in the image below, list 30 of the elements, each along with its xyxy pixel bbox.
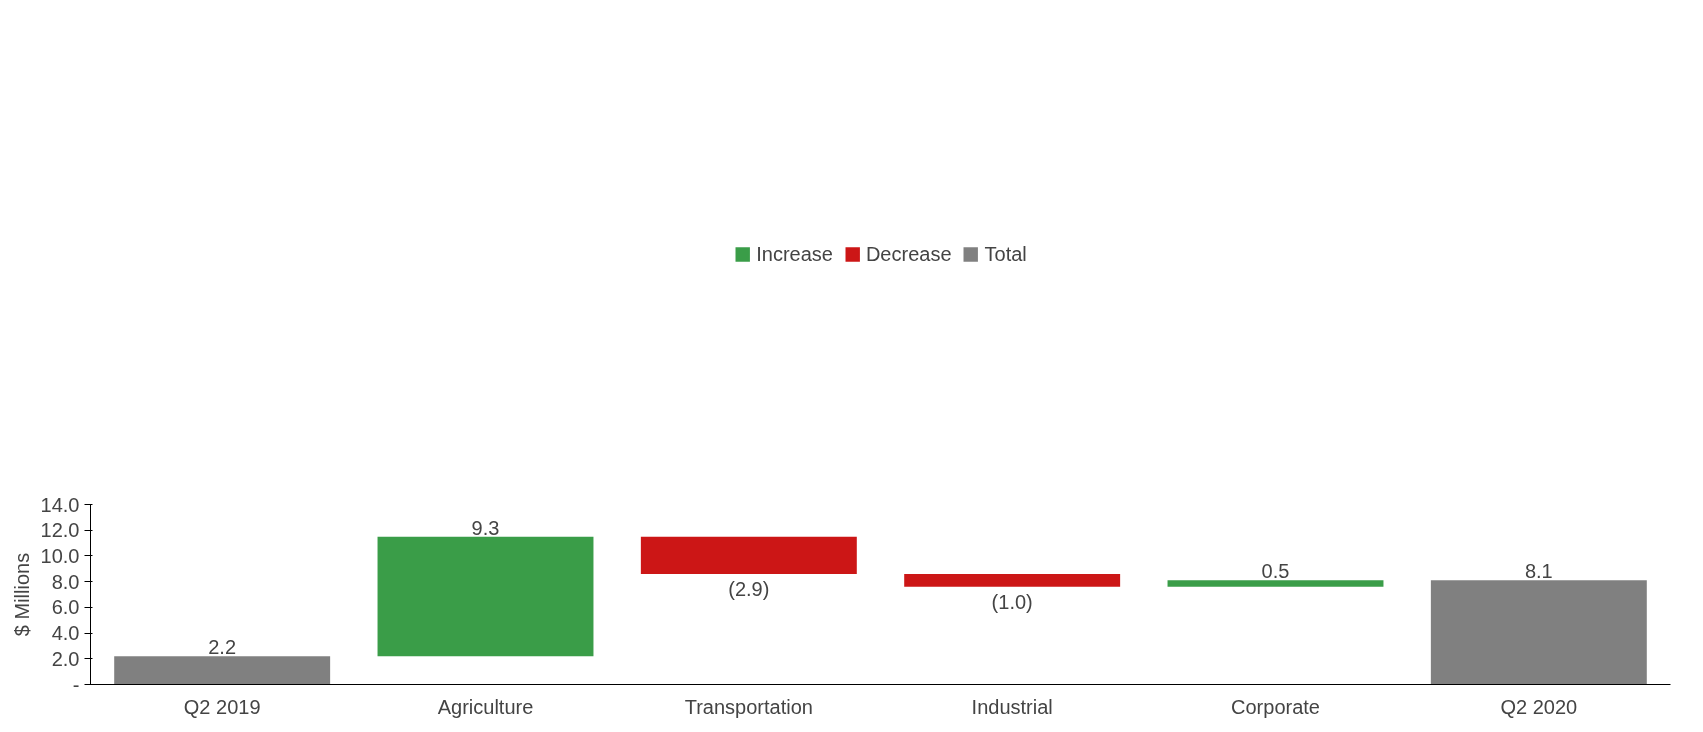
- x-tick-label: Transportation: [684, 695, 813, 718]
- data-label: 9.3: [471, 516, 500, 539]
- y-tick-label: -: [72, 673, 80, 696]
- y-tick-label: 12.0: [40, 519, 80, 542]
- y-tick-label: 2.0: [51, 647, 80, 670]
- bar: [377, 536, 594, 657]
- bar: [114, 656, 331, 685]
- legend-label: Total: [984, 242, 1027, 266]
- x-tick-label: Q2 2020: [1500, 695, 1578, 718]
- data-label: 8.1: [1524, 560, 1553, 583]
- data-label: (1.0): [991, 590, 1033, 613]
- y-axis-title: $ Millions: [10, 552, 33, 637]
- data-label: 2.2: [208, 636, 237, 659]
- data-label: 0.5: [1261, 560, 1290, 583]
- bar: [904, 573, 1121, 587]
- bar: [1430, 580, 1647, 685]
- legend-label: Increase: [756, 242, 833, 266]
- y-tick-label: 8.0: [51, 570, 80, 593]
- data-label: (2.9): [728, 577, 770, 600]
- x-tick-label: Q2 2019: [183, 695, 261, 718]
- y-tick-label: 6.0: [51, 596, 80, 619]
- y-tick-label: 4.0: [51, 622, 80, 645]
- bar: [1167, 580, 1384, 587]
- x-tick-label: Industrial: [971, 695, 1053, 718]
- y-tick-label: 14.0: [40, 493, 80, 516]
- legend-label: Decrease: [865, 242, 952, 266]
- x-tick-label: Agriculture: [437, 695, 534, 718]
- y-tick-label: 10.0: [40, 544, 80, 567]
- bar: [640, 536, 857, 574]
- x-tick-label: Corporate: [1231, 695, 1320, 718]
